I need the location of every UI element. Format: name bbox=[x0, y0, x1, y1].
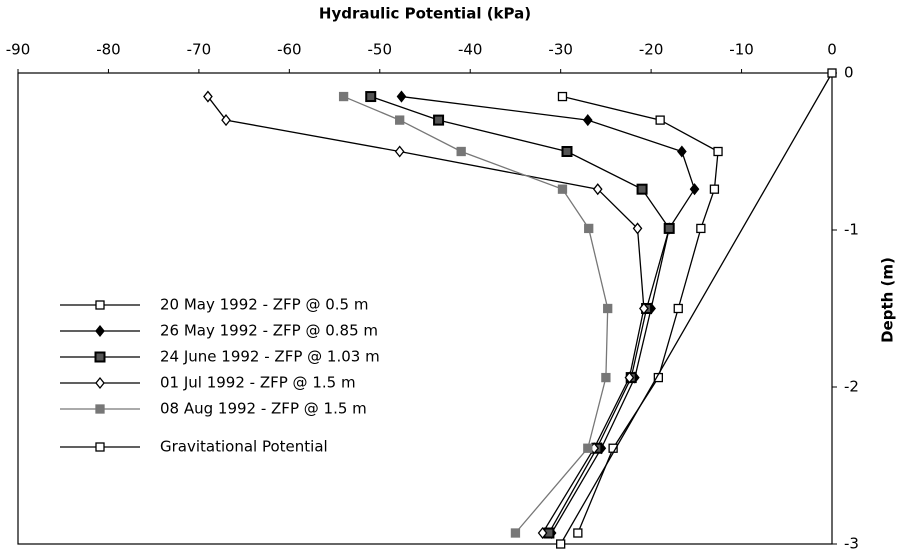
marker bbox=[632, 222, 643, 235]
x-tick-label: -40 bbox=[458, 41, 483, 59]
legend-marker bbox=[95, 300, 105, 310]
marker bbox=[573, 528, 583, 538]
marker bbox=[557, 184, 568, 194]
series-line bbox=[343, 95, 609, 534]
marker bbox=[713, 146, 723, 157]
x-tick-label: -20 bbox=[639, 41, 664, 59]
x-tick-label: -60 bbox=[277, 41, 302, 59]
legend-label: 20 May 1992 - ZFP @ 0.5 m bbox=[160, 296, 368, 314]
y-tick-label: -1 bbox=[844, 221, 859, 239]
marker bbox=[677, 145, 687, 158]
legend-marker bbox=[95, 376, 105, 390]
series-line bbox=[207, 96, 645, 534]
legend-marker bbox=[95, 442, 105, 452]
y-tick-label: 0 bbox=[844, 64, 854, 82]
legend-label: 08 Aug 1992 - ZFP @ 1.5 m bbox=[160, 400, 367, 418]
marker bbox=[639, 302, 649, 315]
marker bbox=[601, 372, 611, 383]
marker bbox=[584, 223, 594, 234]
marker bbox=[395, 115, 405, 125]
series-line bbox=[370, 95, 670, 534]
legend-label: Gravitational Potential bbox=[160, 438, 328, 456]
marker bbox=[709, 184, 720, 194]
marker bbox=[655, 115, 665, 125]
marker bbox=[583, 443, 593, 453]
marker bbox=[827, 68, 837, 78]
marker bbox=[221, 114, 231, 127]
x-tick-label: -10 bbox=[729, 41, 754, 59]
marker bbox=[636, 183, 648, 195]
marker bbox=[338, 91, 349, 102]
x-tick-label: -90 bbox=[6, 41, 31, 59]
legend-label: 01 Jul 1992 - ZFP @ 1.5 m bbox=[160, 374, 356, 392]
marker bbox=[510, 528, 521, 538]
marker bbox=[689, 183, 700, 196]
marker bbox=[696, 223, 706, 234]
series-line bbox=[401, 95, 696, 534]
marker bbox=[603, 303, 613, 314]
x-tick-label: -70 bbox=[187, 41, 212, 59]
marker bbox=[624, 371, 635, 384]
marker bbox=[663, 222, 675, 234]
y-axis-label: Depth (m) bbox=[879, 257, 897, 343]
marker bbox=[561, 146, 573, 157]
series-line bbox=[560, 72, 833, 545]
legend-label: 26 May 1992 - ZFP @ 0.85 m bbox=[160, 322, 378, 340]
y-tick-label: -2 bbox=[844, 378, 859, 396]
marker bbox=[394, 145, 405, 158]
legend-marker bbox=[95, 324, 105, 338]
marker bbox=[203, 90, 213, 103]
x-tick-label: -30 bbox=[548, 41, 573, 59]
y-tick-label: -3 bbox=[844, 535, 859, 553]
marker bbox=[456, 146, 466, 157]
marker bbox=[557, 91, 568, 102]
marker bbox=[433, 114, 445, 126]
legend-marker bbox=[95, 404, 105, 414]
legend-label: 24 June 1992 - ZFP @ 1.03 m bbox=[160, 348, 380, 366]
x-tick-label: -50 bbox=[368, 41, 393, 59]
marker bbox=[592, 183, 603, 196]
marker bbox=[556, 539, 566, 549]
marker bbox=[582, 114, 593, 127]
marker bbox=[673, 303, 683, 314]
marker bbox=[396, 90, 407, 103]
legend-marker bbox=[94, 351, 106, 363]
x-tick-label: -80 bbox=[96, 41, 121, 59]
plot-frame bbox=[17, 72, 833, 545]
marker bbox=[365, 91, 377, 103]
marker bbox=[537, 526, 548, 540]
chart-title: Hydraulic Potential (kPa) bbox=[319, 5, 531, 23]
x-tick-label: 0 bbox=[827, 41, 837, 59]
